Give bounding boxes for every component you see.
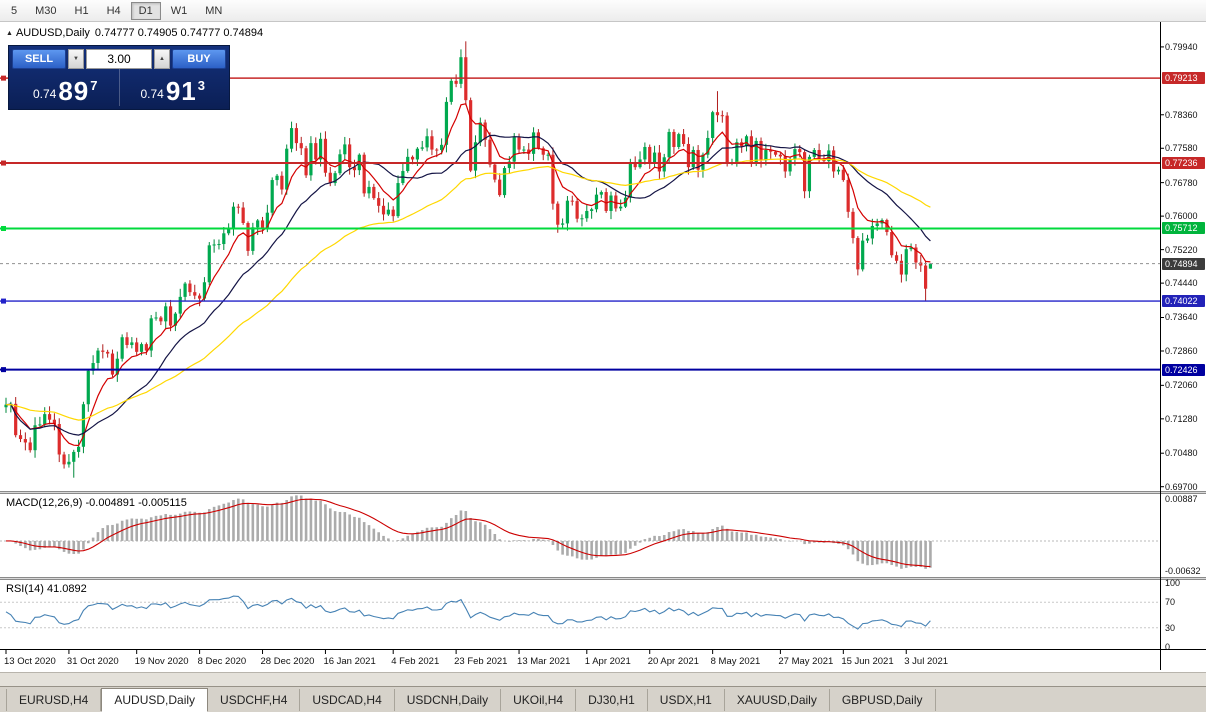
price-scale-label: -0.00632	[1165, 565, 1201, 576]
timeframe-button-5[interactable]: 5	[11, 4, 18, 17]
price-scale-label: 0.71280	[1165, 413, 1198, 424]
sell-price-prefix: 0.74	[32, 87, 57, 101]
chart-symbol-title: ▲ AUDUSD,Daily 0.74777 0.74905 0.74777 0.7…	[6, 27, 263, 39]
date-label: 3 Jul 2021	[904, 656, 949, 667]
chart-tab-AUDUSD-Daily[interactable]: AUDUSD,Daily	[101, 687, 209, 712]
collapse-triangle-icon: ▲	[6, 30, 13, 37]
price-scale-label: 0.72860	[1165, 345, 1198, 356]
price-tag: 0.74022	[1162, 295, 1205, 308]
horizontal-lines-group	[0, 75, 1160, 373]
price-tag: 0.75712	[1162, 222, 1205, 235]
buy-price: 0.74 91 3	[120, 69, 227, 106]
sell-price-big: 89	[58, 76, 90, 106]
chart-tabs: EURUSD,H4 AUDUSD,Daily USDCHF,H4 USDCAD,H4 U…	[0, 686, 1206, 712]
timeframe-toolbar: 5 M30 H1 H4 D1 W1 MN	[0, 0, 1206, 22]
date-label: 1 Apr 2021	[584, 656, 631, 667]
time-scale[interactable]: 13 Oct 2020 31 Oct 2020 19 Nov 2020 8 Dec 2…	[0, 654, 1160, 670]
volume-input[interactable]: 3.00	[86, 49, 152, 69]
macd-name: MACD(12,26,9)	[6, 497, 83, 509]
date-label: 13 Mar 2021	[517, 656, 571, 667]
volume-decrease-button[interactable]: ▼	[68, 49, 84, 69]
chart-area: ▲ AUDUSD,Daily 0.74777 0.74905 0.74777 0.7…	[0, 22, 1206, 672]
price-scale-label: 70	[1165, 597, 1176, 608]
price-scale-label: 0.76780	[1165, 177, 1198, 188]
pane-separator-macd[interactable]	[0, 491, 1206, 494]
date-label: 27 May 2021	[778, 656, 834, 667]
date-label: 31 Oct 2020	[66, 656, 119, 667]
timeframe-button-D1[interactable]: D1	[130, 1, 161, 20]
timeframe-button-W1[interactable]: W1	[170, 4, 188, 17]
chart-tab-USDCHF-H4[interactable]: USDCHF,H4	[208, 688, 301, 711]
chart-tab-USDCNH-Daily[interactable]: USDCNH,Daily	[395, 688, 502, 711]
price-tag: 0.79213	[1162, 72, 1205, 85]
price-tag: 0.77236	[1162, 157, 1205, 170]
price-scale-label: 0.78360	[1165, 109, 1198, 120]
volume-increase-button[interactable]: ▲	[154, 49, 170, 69]
price-scale-label: 0	[1165, 641, 1171, 652]
chart-tab-XAUUSD-Daily[interactable]: XAUUSD,Daily	[725, 688, 830, 711]
chart-tab-UKOil-H4[interactable]: UKOil,H4	[501, 688, 577, 711]
price-scale-label: 0.00887	[1165, 493, 1198, 504]
chart-tab-USDCAD-H4[interactable]: USDCAD,H4	[300, 688, 395, 711]
status-strip	[0, 672, 1206, 687]
macd-indicator-label: MACD(12,26,9) -0.004891 -0.005115	[6, 497, 187, 509]
price-scale-label: 30	[1165, 622, 1176, 633]
chart-tab-DJ30-H1[interactable]: DJ30,H1	[576, 688, 648, 711]
price-scale-label: 0.77580	[1165, 143, 1198, 154]
buy-price-big: 91	[165, 76, 197, 106]
timeframe-button-H1[interactable]: H1	[74, 4, 89, 17]
buy-price-pip: 3	[197, 78, 205, 93]
price-scale-label: 0.76000	[1165, 211, 1198, 222]
buy-price-prefix: 0.74	[140, 87, 164, 101]
timeframe-button-M30[interactable]: M30	[35, 4, 57, 17]
rsi-pane-group	[0, 595, 1160, 630]
date-label: 8 May 2021	[710, 656, 761, 667]
price-scale-label: 0.72060	[1165, 380, 1198, 391]
price-tag: 0.74894	[1162, 257, 1205, 270]
date-label: 4 Feb 2021	[391, 656, 440, 667]
moving-averages-group	[5, 103, 931, 447]
macd-values: -0.004891 -0.005115	[85, 497, 187, 509]
price-scale-label: 0.74440	[1165, 278, 1198, 289]
chart-tab-GBPUSD-Daily[interactable]: GBPUSD,Daily	[830, 688, 936, 711]
date-label: 8 Dec 2020	[197, 656, 247, 667]
rsi-indicator-label: RSI(14) 41.0892	[6, 583, 87, 595]
price-chart-canvas[interactable]	[0, 22, 1206, 672]
rsi-value: 41.0892	[46, 583, 87, 595]
price-scale-label: 0.75220	[1165, 244, 1198, 255]
price-tag: 0.72426	[1162, 363, 1205, 376]
date-label: 13 Oct 2020	[4, 656, 56, 667]
date-label: 15 Jun 2021	[841, 656, 894, 667]
macd-pane-group	[0, 495, 1160, 569]
one-click-trading-panel: SELL ▼ 3.00 ▲ BUY 0.74 89 7 0.74 91 3	[8, 45, 230, 110]
date-label: 16 Jan 2021	[323, 656, 376, 667]
rsi-name: RSI(14)	[6, 583, 44, 595]
date-label: 23 Feb 2021	[454, 656, 508, 667]
date-label: 19 Nov 2020	[134, 656, 189, 667]
price-scale-label: 0.69700	[1165, 481, 1198, 492]
chart-tab-USDX-H1[interactable]: USDX,H1	[648, 688, 725, 711]
timeframe-button-H4[interactable]: H4	[106, 4, 121, 17]
price-scale-label: 0.73640	[1165, 312, 1198, 323]
sell-button[interactable]: SELL	[12, 49, 66, 69]
price-scale-label: 0.79940	[1165, 41, 1198, 52]
date-label: 20 Apr 2021	[647, 656, 699, 667]
date-label: 28 Dec 2020	[260, 656, 315, 667]
timeframe-button-MN[interactable]: MN	[205, 4, 223, 17]
symbol-name: AUDUSD,Daily	[15, 27, 90, 39]
ohlc-values: 0.74777 0.74905 0.74777 0.74894	[94, 27, 264, 39]
sell-price-pip: 7	[90, 78, 98, 93]
price-scale[interactable]: 0.79940 0.78360 0.77580 0.76780 0.76000 0.752…	[1161, 22, 1206, 672]
sell-price: 0.74 89 7	[12, 69, 120, 106]
chart-tab-EURUSD-H4[interactable]: EURUSD,H4	[6, 688, 102, 711]
price-scale-label: 0.70480	[1165, 448, 1198, 459]
price-scale-label: 100	[1165, 578, 1181, 589]
buy-button[interactable]: BUY	[172, 49, 226, 69]
pane-separator-rsi[interactable]	[0, 577, 1206, 580]
